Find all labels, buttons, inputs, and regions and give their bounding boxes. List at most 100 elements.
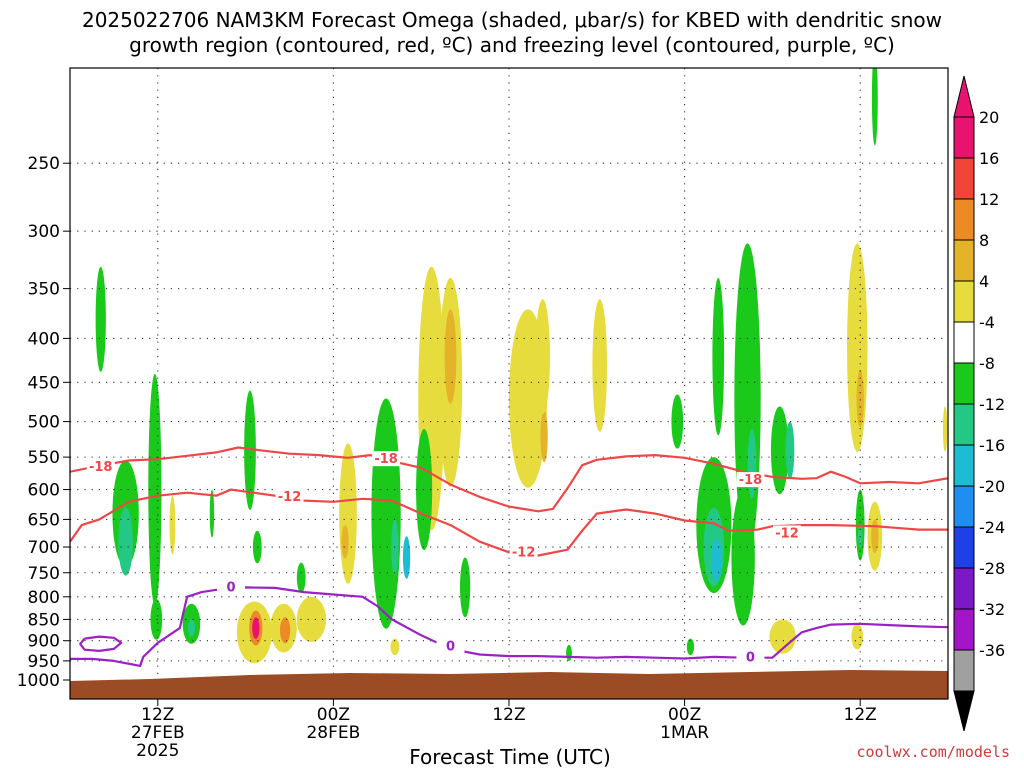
- omega-region-5: [169, 495, 176, 555]
- colorbar-label-9: -20: [979, 477, 1005, 496]
- contour--18: [70, 446, 948, 513]
- omega-region-7: [187, 619, 196, 637]
- y-tick-label-550: 550: [28, 448, 60, 468]
- colorbar-label-13: -36: [979, 641, 1005, 660]
- y-tick-label-300: 300: [28, 222, 60, 242]
- chart-title-line-1: 2025022706 NAM3KM Forecast Omega (shaded…: [82, 8, 942, 32]
- colorbar-label-8: -16: [979, 436, 1005, 455]
- omega-region-13: [252, 617, 260, 639]
- omega-region-45: [769, 619, 796, 654]
- omega-shading: [95, 68, 948, 664]
- colorbar-label-2: 12: [979, 190, 999, 209]
- contour-label--12-2: -12: [775, 526, 799, 541]
- colorbar-swatch-13: [953, 649, 975, 692]
- omega-region-42: [731, 489, 755, 626]
- omega-region-28: [459, 557, 471, 618]
- omega-region-2: [118, 507, 133, 576]
- omega-region-48: [871, 68, 878, 146]
- contour-label--12-0: -12: [278, 490, 302, 505]
- colorbar-swatch-10: [953, 526, 975, 569]
- x-tick-label-1-1: 28FEB: [306, 723, 360, 743]
- omega-region-27: [416, 428, 433, 551]
- colorbar-label-5: -4: [979, 313, 995, 332]
- omega-region-53: [851, 623, 864, 650]
- x-tick-label-1-0: 00Z: [317, 705, 350, 725]
- omega-region-18: [339, 443, 357, 584]
- colorbar-label-10: -24: [979, 518, 1005, 537]
- credit-link[interactable]: coolwx.com/models: [856, 743, 1010, 761]
- omega-region-9: [244, 390, 256, 511]
- colorbar-swatch-7: [953, 403, 975, 446]
- colorbar-swatch-5: [953, 321, 975, 364]
- omega-region-8: [209, 489, 215, 538]
- x-tick-label-3-0: 00Z: [668, 705, 701, 725]
- omega-region-4: [150, 599, 163, 640]
- x-tick-label-0-1: 27FEB: [131, 723, 185, 743]
- y-tick-label-250: 250: [28, 154, 60, 174]
- omega-region-26: [444, 309, 457, 404]
- grid-lines: [70, 68, 948, 699]
- colorbar-label-7: -12: [979, 395, 1005, 414]
- colorbar-swatch-9: [953, 485, 975, 528]
- plot-area: -18 -18 -18 -12 -12 -12 0 0 0: [70, 68, 948, 699]
- omega-region-15: [279, 617, 291, 644]
- colorbar-label-12: -32: [979, 600, 1005, 619]
- omega-region-3: [148, 373, 162, 606]
- colorbar-top-arrow: [953, 75, 975, 118]
- contour-label-bg-0-0: [216, 579, 245, 595]
- x-tick-label-3-1: 1MAR: [660, 723, 709, 743]
- x-tick-label-0-2: 2025: [136, 741, 179, 761]
- contour-label--18-0: -18: [89, 460, 113, 475]
- contour-label--18-2: -18: [739, 473, 763, 488]
- omega-region-39: [711, 538, 722, 582]
- omega-region-52: [871, 519, 879, 554]
- colorbar-swatch-1: [953, 157, 975, 200]
- colorbar-swatch-12: [953, 608, 975, 651]
- omega-region-46: [847, 243, 868, 452]
- colorbar-label-11: -28: [979, 559, 1005, 578]
- contour-label-0-2: 0: [746, 651, 755, 666]
- y-tick-label-500: 500: [28, 413, 60, 433]
- colorbar-swatch-0: [953, 116, 975, 159]
- omega-region-22: [402, 536, 411, 579]
- contour-0-loop: [79, 635, 123, 652]
- omega-region-31: [535, 299, 550, 415]
- contour-label-bg--18-1: [372, 451, 401, 467]
- ground-terrain: [70, 670, 948, 699]
- x-tick-label-2-0: 12Z: [492, 705, 525, 725]
- omega-region-33: [566, 644, 572, 662]
- contour-label-bg-0-2: [736, 649, 765, 665]
- colorbar-swatch-11: [953, 567, 975, 610]
- colorbar-label-0: 20: [979, 108, 999, 127]
- y-tick-label-900: 900: [28, 632, 60, 652]
- colorbar-label-4: 4: [979, 272, 989, 291]
- omega-region-17: [296, 596, 327, 643]
- colorbar-label-3: 8: [979, 231, 989, 250]
- contour-label-bg--12-1: [509, 544, 538, 560]
- colorbar-swatch-2: [953, 198, 975, 241]
- y-tick-label-1000: 1000: [17, 671, 60, 691]
- y-tick-label-600: 600: [28, 481, 60, 501]
- y-tick-label-850: 850: [28, 610, 60, 630]
- x-tick-label-0-0: 12Z: [141, 705, 174, 725]
- colorbar-swatch-6: [953, 362, 975, 405]
- contour-lines: -18 -18 -18 -12 -12 -12 0 0 0: [70, 446, 948, 667]
- x-axis-label: Forecast Time (UTC): [409, 745, 611, 768]
- colorbar-bottom-arrow: [953, 690, 975, 732]
- omega-region-19: [341, 525, 349, 559]
- contour-0: [70, 586, 948, 667]
- omega-region-30: [540, 410, 548, 463]
- contour-label--12-1: -12: [512, 545, 536, 560]
- omega-region-43: [770, 406, 789, 495]
- y-tick-label-350: 350: [28, 280, 60, 300]
- contour-label-0-0: 0: [226, 580, 235, 595]
- y-tick-label-800: 800: [28, 588, 60, 608]
- colorbar-swatch-4: [953, 280, 975, 323]
- contour-label-bg--12-2: [773, 525, 802, 541]
- contour--12: [70, 488, 948, 557]
- contour-label-bg-0-1: [436, 638, 465, 654]
- colorbar: 20 16 12 8 4 -4 -8 -12 -16 -20 -24 -28 -32 -36: [953, 75, 1005, 732]
- y-tick-label-950: 950: [28, 652, 60, 672]
- chart-title-line-2: growth region (contoured, red, ºC) and f…: [129, 33, 895, 57]
